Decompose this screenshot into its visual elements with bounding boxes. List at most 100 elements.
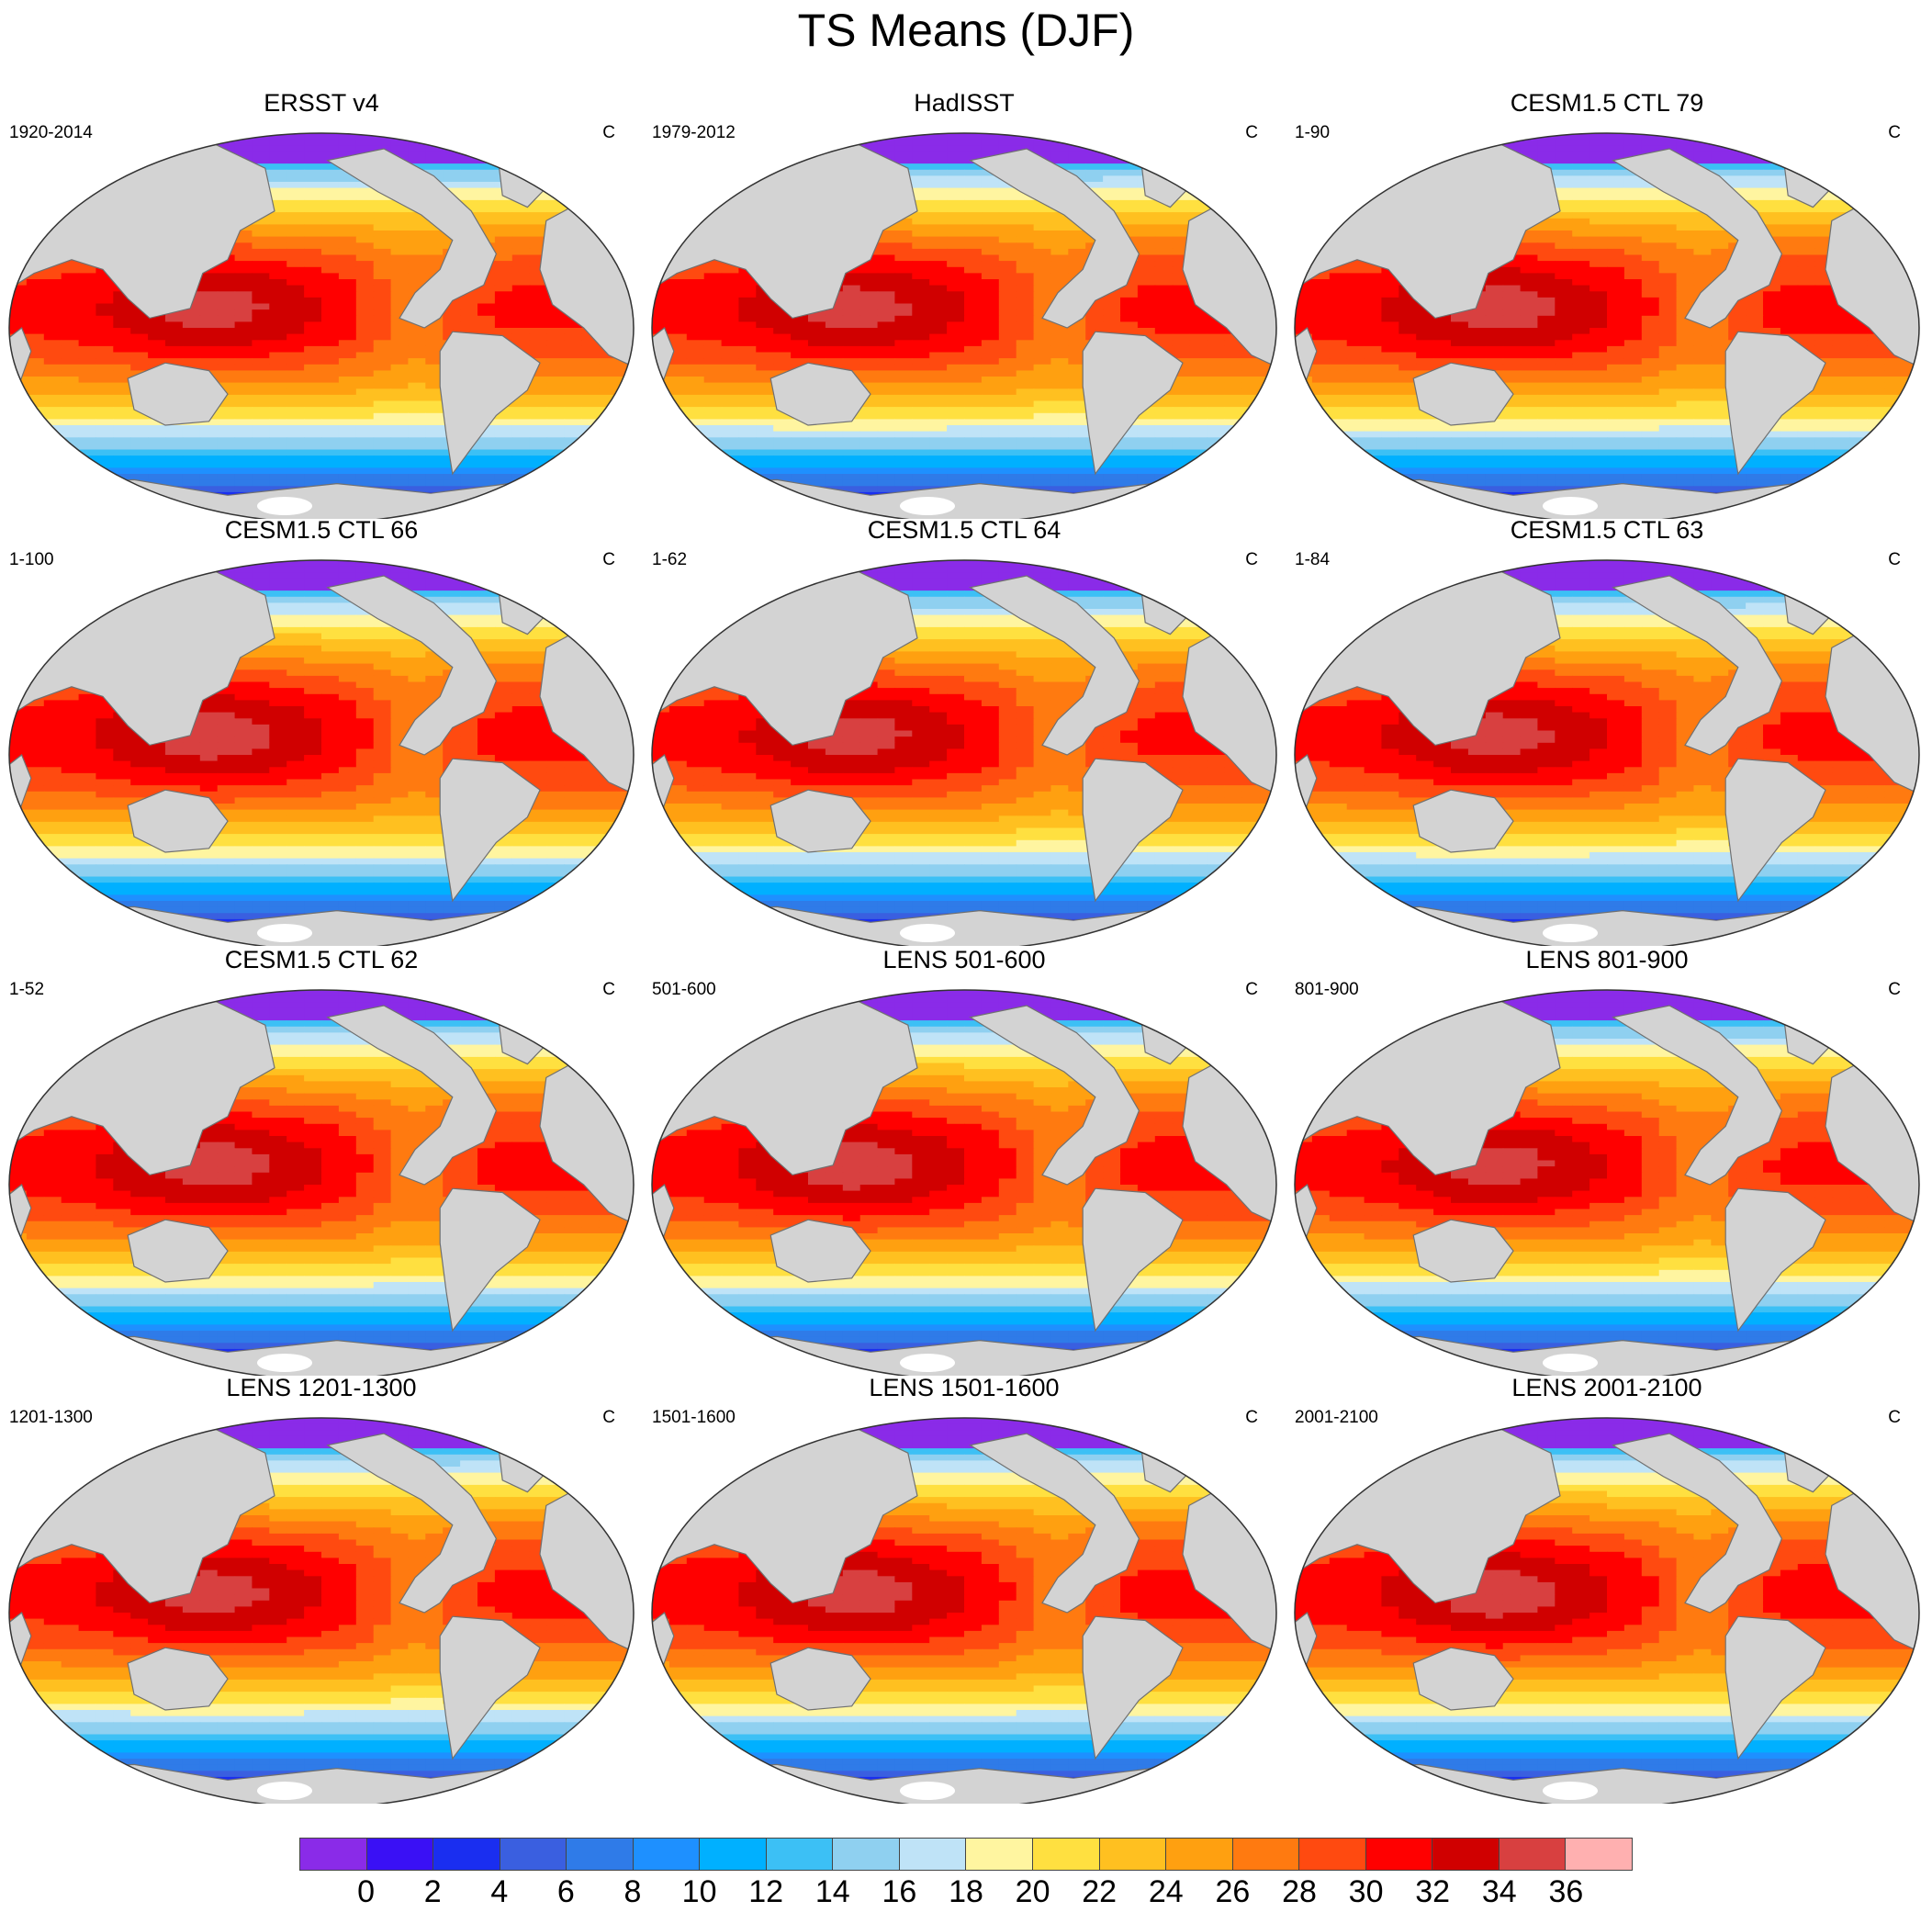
ice-shelf <box>1543 1782 1598 1800</box>
map-panel: CESM1.5 CTL 64 1-62 C <box>643 514 1286 946</box>
panel-title: CESM1.5 CTL 63 <box>1286 514 1928 545</box>
land-mass <box>127 789 229 853</box>
panel-title: CESM1.5 CTL 64 <box>643 514 1286 545</box>
colorbar-tick-label: 22 <box>1072 1873 1127 1910</box>
world-map <box>651 989 1277 1376</box>
panel-title: LENS 1201-1300 <box>0 1372 643 1403</box>
colorbar-swatch <box>1499 1839 1567 1870</box>
ice-shelf <box>1543 1354 1598 1372</box>
land-mass <box>969 575 1140 756</box>
colorbar-tick-label: 6 <box>538 1873 593 1910</box>
land-mass <box>1612 575 1783 756</box>
land-mass <box>652 1335 1276 1376</box>
panel-title: LENS 1501-1600 <box>643 1372 1286 1403</box>
panel-period-label: 501-600 <box>652 979 716 1001</box>
map-panel: CESM1.5 CTL 63 1-84 C <box>1286 514 1928 946</box>
colorbar-swatch <box>1232 1839 1300 1870</box>
colorbar-tick-label: 32 <box>1405 1873 1460 1910</box>
land-mass <box>9 1763 634 1804</box>
panel-period-label: 1-52 <box>9 979 44 1001</box>
ice-shelf <box>257 497 312 515</box>
panel-period-label: 1-62 <box>652 549 687 571</box>
land-mass <box>439 758 541 903</box>
ice-shelf <box>257 1354 312 1372</box>
map-border <box>1294 989 1920 1376</box>
colorbar-tick-label: 20 <box>1005 1873 1061 1910</box>
world-map <box>1294 132 1920 519</box>
world-map <box>8 1417 635 1804</box>
panel-title: CESM1.5 CTL 62 <box>0 944 643 975</box>
map-border <box>1294 559 1920 946</box>
colorbar-swatch <box>966 1839 1034 1870</box>
land-mass <box>1412 789 1514 853</box>
panel-unit-label: C <box>1245 1407 1258 1429</box>
colorbar-tick-label: 34 <box>1472 1873 1527 1910</box>
map-panel: CESM1.5 CTL 62 1-52 C <box>0 944 643 1376</box>
panel-period-label: 801-900 <box>1295 979 1359 1001</box>
colorbar-swatch <box>633 1839 701 1870</box>
map-panel: LENS 2001-2100 2001-2100 C <box>1286 1372 1928 1804</box>
colorbar-swatch <box>1033 1839 1100 1870</box>
land-mass <box>1082 758 1184 903</box>
land-mass <box>1612 1433 1783 1614</box>
land-mass <box>1724 758 1826 903</box>
world-map <box>651 1417 1277 1804</box>
map-border <box>8 559 635 946</box>
land-mass <box>326 1005 498 1186</box>
ice-shelf <box>900 497 955 515</box>
land-mass <box>127 362 229 426</box>
world-map <box>1294 559 1920 946</box>
land-mass <box>9 1335 634 1376</box>
land-mass <box>1295 905 1919 946</box>
land-mass <box>1724 331 1826 476</box>
panel-unit-label: C <box>602 1407 615 1429</box>
colorbar-tick-label: 24 <box>1139 1873 1194 1910</box>
colorbar-tick-label: 18 <box>938 1873 994 1910</box>
panel-unit-label: C <box>1888 1407 1901 1429</box>
colorbar-tick-label: 16 <box>871 1873 927 1910</box>
world-map <box>651 559 1277 946</box>
land-mass <box>1412 362 1514 426</box>
panel-unit-label: C <box>1888 549 1901 571</box>
land-mass <box>439 331 541 476</box>
colorbar-tick-label: 10 <box>672 1873 727 1910</box>
panel-unit-label: C <box>1245 549 1258 571</box>
panel-unit-label: C <box>602 122 615 144</box>
colorbar-swatch <box>300 1839 367 1870</box>
map-panel: CESM1.5 CTL 79 1-90 C <box>1286 87 1928 519</box>
land-mass <box>1412 1647 1514 1711</box>
colorbar-swatch <box>567 1839 634 1870</box>
colorbar-swatch <box>766 1839 834 1870</box>
colorbar <box>299 1838 1633 1871</box>
colorbar-tick-label: 26 <box>1205 1873 1260 1910</box>
colorbar-swatch <box>700 1839 767 1870</box>
land-mass <box>652 478 1276 519</box>
land-mass <box>326 1433 498 1614</box>
land-mass <box>1724 1615 1826 1760</box>
ice-shelf <box>1543 924 1598 942</box>
ice-shelf <box>257 924 312 942</box>
ice-shelf <box>900 924 955 942</box>
colorbar-swatch <box>1099 1839 1167 1870</box>
colorbar-labels: 0 2 4 6 8 10 12 14 16 18 20 22 24 26 28 30 32 34 36 <box>299 1873 1633 1912</box>
land-mass <box>1082 1187 1184 1333</box>
land-mass <box>1612 148 1783 329</box>
panel-period-label: 1201-1300 <box>9 1407 93 1429</box>
land-mass <box>9 478 634 519</box>
map-border <box>651 132 1277 519</box>
colorbar-swatch <box>1365 1839 1433 1870</box>
map-panel: CESM1.5 CTL 66 1-100 C <box>0 514 643 946</box>
map-border <box>8 132 635 519</box>
colorbar-swatch <box>833 1839 900 1870</box>
ice-shelf <box>1543 497 1598 515</box>
map-panel: HadISST 1979-2012 C <box>643 87 1286 519</box>
land-mass <box>1295 478 1919 519</box>
land-mass <box>969 1005 1140 1186</box>
colorbar-swatch <box>1566 1839 1632 1870</box>
land-mass <box>1082 331 1184 476</box>
land-mass <box>1295 1763 1919 1804</box>
colorbar-tick-label: 4 <box>472 1873 527 1910</box>
land-mass <box>652 905 1276 946</box>
map-border <box>651 559 1277 946</box>
map-border <box>651 1417 1277 1804</box>
